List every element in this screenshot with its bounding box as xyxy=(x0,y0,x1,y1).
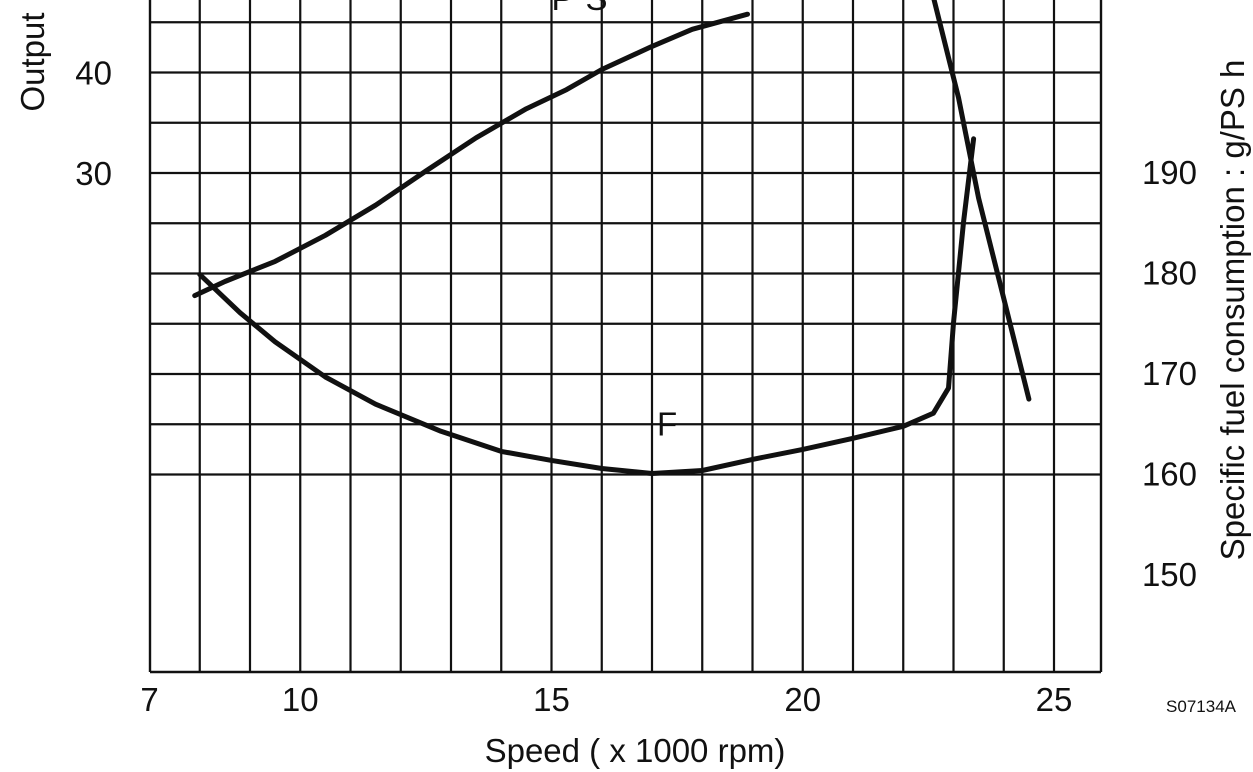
figure-code: S07134A xyxy=(1166,697,1237,716)
chart-tick-labels: 7 10 15 20 25 30 40 150 160 170 180 190 xyxy=(75,55,1197,719)
x-tick-label: 10 xyxy=(282,681,319,718)
left-tick-label: 30 xyxy=(75,155,112,192)
x-axis-title: Speed ( x 1000 rpm) xyxy=(485,732,786,769)
x-tick-label: 7 xyxy=(140,681,158,718)
right-tick-label: 150 xyxy=(1142,556,1197,593)
right-axis-title: Specific fuel consumption : g/PS h xyxy=(1214,60,1251,561)
right-tick-label: 190 xyxy=(1142,154,1197,191)
x-tick-label: 15 xyxy=(533,681,570,718)
curve-label-ps: PS xyxy=(552,0,620,17)
curve-f xyxy=(197,136,977,476)
chart-grid xyxy=(148,0,1103,674)
x-tick-label: 25 xyxy=(1036,681,1073,718)
curve-label-f: F xyxy=(657,405,677,442)
right-tick-label: 160 xyxy=(1142,456,1197,493)
curve-ps xyxy=(192,11,750,299)
left-axis-title: Output xyxy=(14,12,51,111)
chart-curve-labels: PS F xyxy=(552,0,678,442)
right-tick-label: 180 xyxy=(1142,255,1197,292)
curve-2 xyxy=(931,0,1032,402)
x-tick-label: 20 xyxy=(784,681,821,718)
right-tick-label: 170 xyxy=(1142,355,1197,392)
left-tick-label: 40 xyxy=(75,55,112,92)
chart-curves xyxy=(192,0,1032,476)
